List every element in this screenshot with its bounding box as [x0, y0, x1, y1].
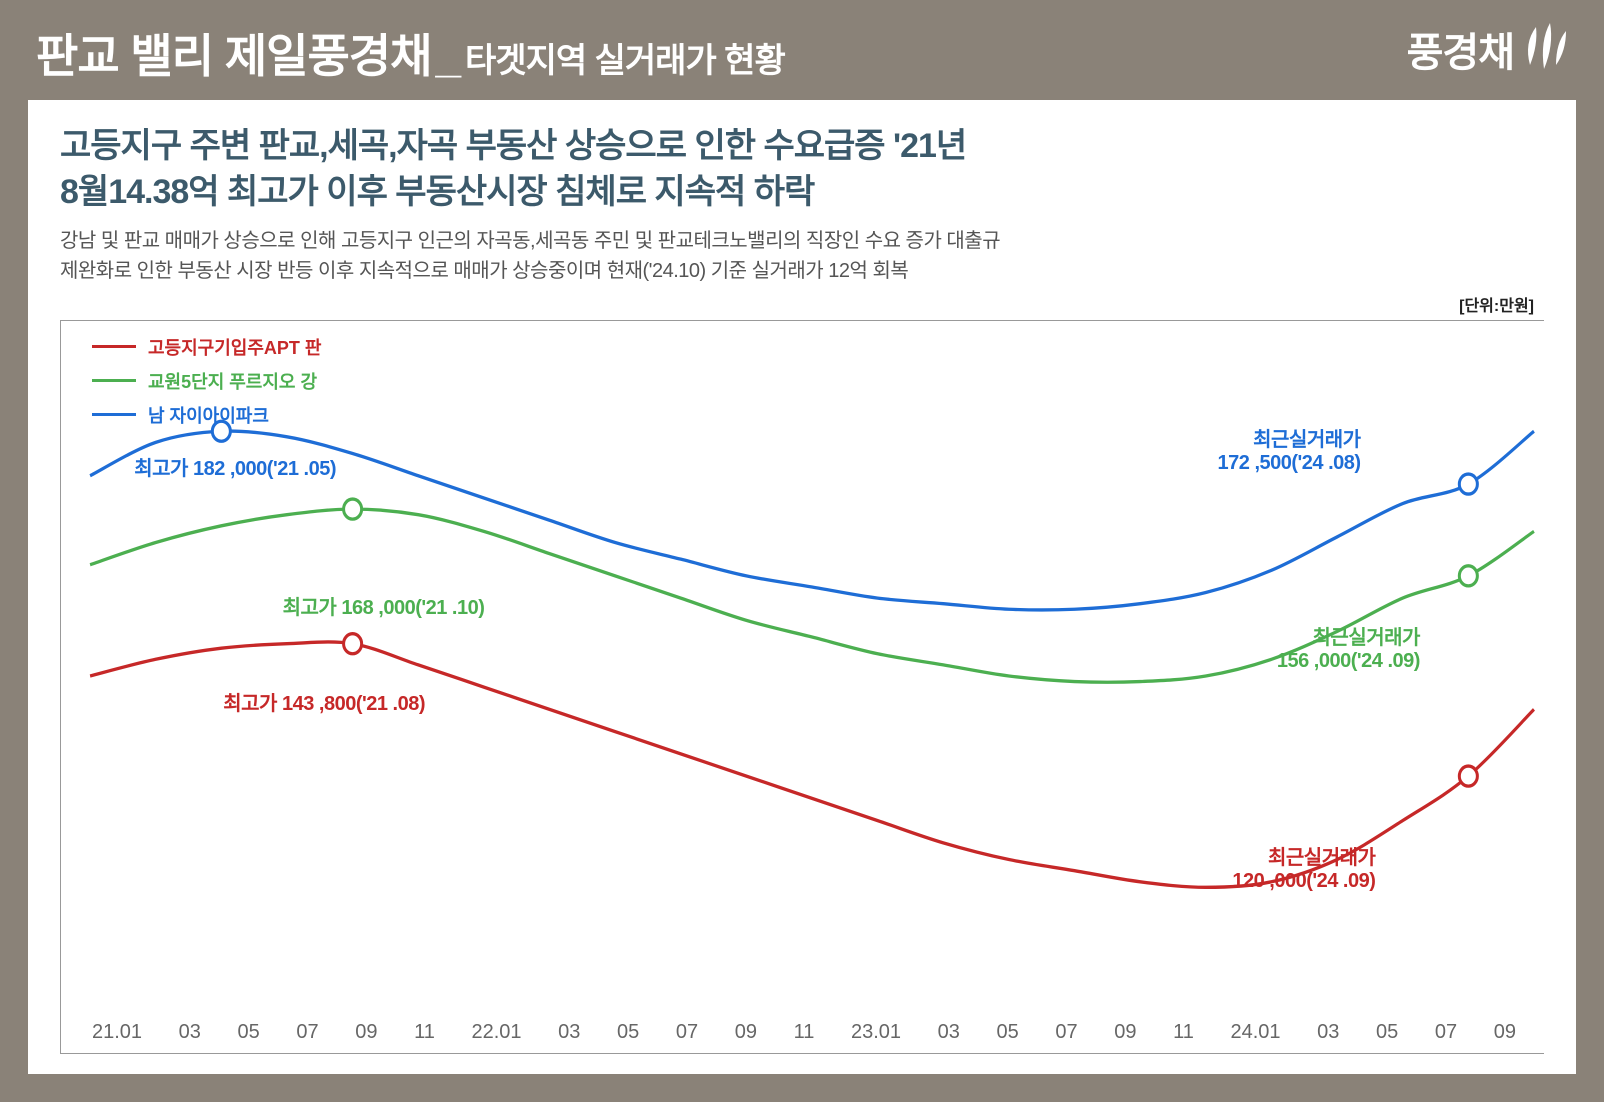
legend-item: 고등지구기입주APT 판 — [92, 334, 321, 360]
recent-marker — [1459, 766, 1477, 786]
legend-label: 고등지구기입주APT 판 — [148, 334, 321, 360]
x-tick: 11 — [1173, 1021, 1194, 1044]
headline-line2: 8월14.38억 최고가 이후 부동산시장 침체로 지속적 하락 — [60, 173, 814, 211]
x-tick: 07 — [296, 1021, 318, 1044]
x-tick: 03 — [938, 1021, 960, 1044]
x-tick: 05 — [238, 1021, 260, 1044]
headline: 고등지구 주변 판교,세곡,자곡 부동산 상승으로 인한 수요급증 '21년 8… — [60, 124, 1544, 216]
legend-swatch — [92, 345, 136, 348]
recent-annotation: 최근실거래가172 ,500('24 .08) — [1218, 423, 1361, 475]
peak-annotation: 최고가 168 ,000('21 .10) — [283, 591, 485, 620]
x-tick: 23.01 — [851, 1021, 901, 1044]
unit-label: [단위:만원] — [60, 292, 1544, 316]
presentation-frame: 판교 밸리 제일풍경채 _ 타겟지역 실거래가 현황 풍경채 고등지구 주변 판… — [0, 0, 1604, 1102]
x-tick: 07 — [676, 1021, 698, 1044]
legend-item: 남 자이아이파크 — [92, 402, 321, 428]
x-tick: 03 — [558, 1021, 580, 1044]
peak-marker — [344, 499, 362, 519]
peak-marker — [344, 633, 362, 653]
title-separator: _ — [435, 29, 461, 83]
x-tick: 22.01 — [471, 1021, 521, 1044]
x-tick: 21.01 — [92, 1021, 142, 1044]
description: 강남 및 판교 매매가 상승으로 인해 고등지구 인근의 자곡동,세곡동 주민 … — [60, 226, 1544, 286]
title-main: 판교 밸리 제일풍경채 — [36, 20, 431, 86]
x-tick: 05 — [997, 1021, 1019, 1044]
x-tick: 05 — [617, 1021, 639, 1044]
brand-logo-text: 풍경채 — [1407, 20, 1514, 78]
description-line1: 강남 및 판교 매매가 상승으로 인해 고등지구 인근의 자곡동,세곡동 주민 … — [60, 230, 1000, 252]
recent-marker — [1459, 566, 1477, 586]
chart-legend: 고등지구기입주APT 판교원5단지 푸르지오 강남 자이아이파크 — [92, 334, 321, 436]
description-line2: 제완화로 인한 부동산 시장 반등 이후 지속적으로 매매가 상승중이며 현재(… — [60, 260, 908, 282]
recent-annotation: 최근실거래가120 ,000('24 .09) — [1232, 841, 1375, 893]
x-axis: 21.01 03 05 07 09 11 22.01 03 05 07 09 11 23.01 03 05 0… — [60, 1021, 1544, 1044]
title-sub: 타겟지역 실거래가 현황 — [465, 33, 785, 82]
x-tick: 07 — [1435, 1021, 1457, 1044]
x-tick: 03 — [1317, 1021, 1339, 1044]
recent-marker — [1459, 474, 1477, 494]
legend-item: 교원5단지 푸르지오 강 — [92, 368, 321, 394]
brand-logo: 풍경채 — [1407, 20, 1568, 78]
legend-label: 남 자이아이파크 — [148, 402, 269, 428]
content-panel: 고등지구 주변 판교,세곡,자곡 부동산 상승으로 인한 수요급증 '21년 8… — [28, 100, 1576, 1074]
legend-swatch — [92, 413, 136, 416]
x-tick: 07 — [1055, 1021, 1077, 1044]
x-tick: 05 — [1376, 1021, 1398, 1044]
x-tick: 09 — [1114, 1021, 1136, 1044]
header-row: 판교 밸리 제일풍경채 _ 타겟지역 실거래가 현황 풍경채 — [28, 20, 1576, 100]
page-title: 판교 밸리 제일풍경채 _ 타겟지역 실거래가 현황 — [36, 20, 785, 86]
leaf-icon — [1520, 21, 1568, 77]
x-tick: 24.01 — [1230, 1021, 1280, 1044]
legend-label: 교원5단지 푸르지오 강 — [148, 368, 317, 394]
peak-annotation: 최고가 143 ,800('21 .08) — [223, 687, 425, 716]
legend-swatch — [92, 379, 136, 382]
peak-annotation: 최고가 182 ,000('21 .05) — [134, 452, 336, 481]
headline-line1: 고등지구 주변 판교,세곡,자곡 부동산 상승으로 인한 수요급증 '21년 — [60, 127, 966, 165]
x-tick: 11 — [794, 1021, 815, 1044]
x-tick: 09 — [735, 1021, 757, 1044]
line-chart: 고등지구기입주APT 판교원5단지 푸르지오 강남 자이아이파크 21.01 03… — [60, 320, 1544, 1054]
recent-annotation: 최근실거래가156 ,000('24 .09) — [1277, 621, 1420, 673]
x-tick: 03 — [179, 1021, 201, 1044]
x-tick: 09 — [355, 1021, 377, 1044]
x-tick: 11 — [414, 1021, 435, 1044]
x-tick: 09 — [1494, 1021, 1516, 1044]
